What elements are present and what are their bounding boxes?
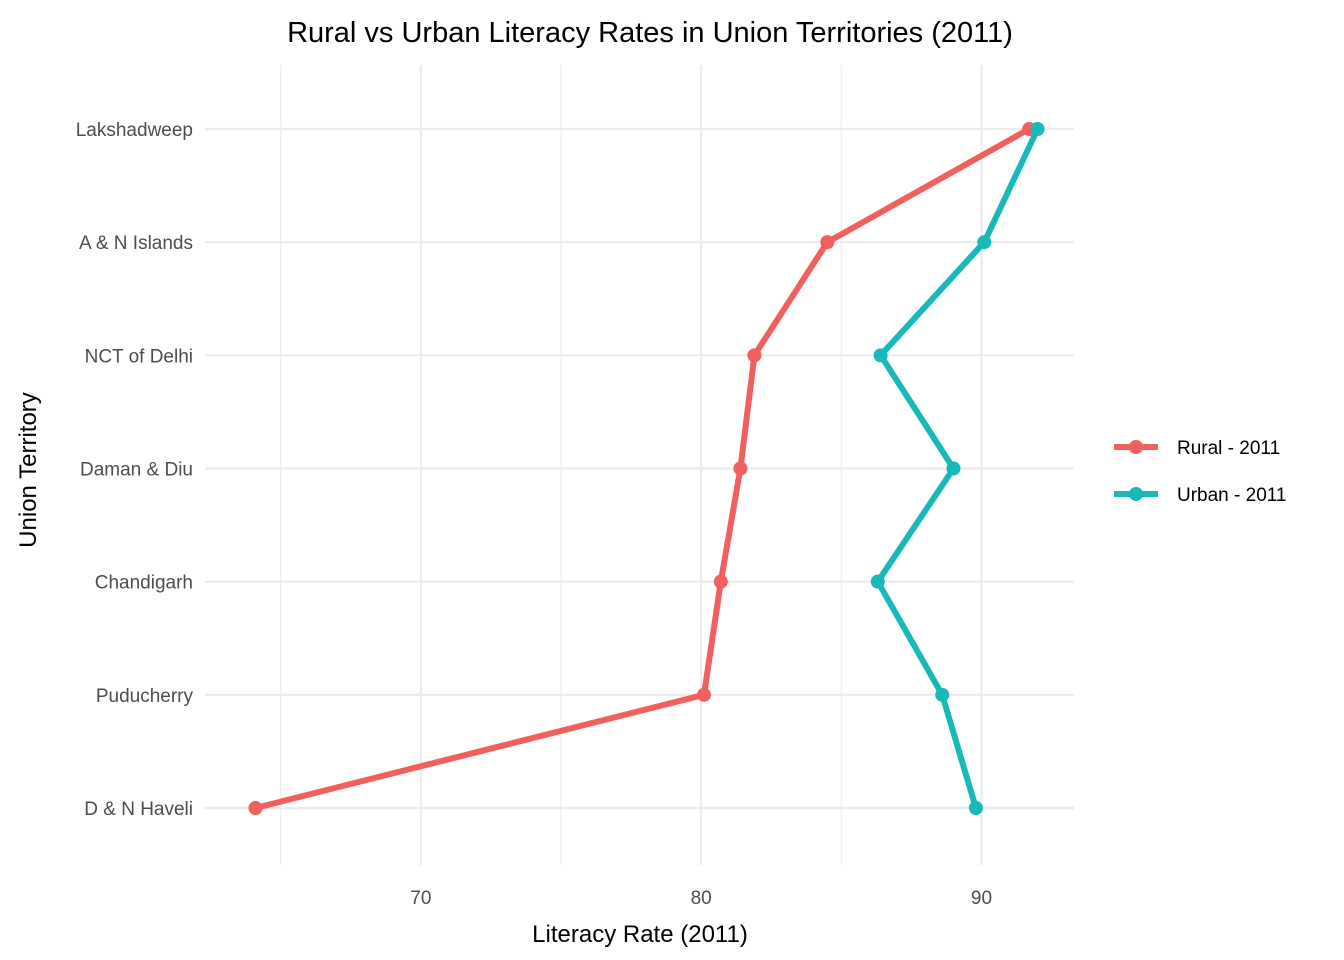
data-point: [713, 574, 728, 589]
y-tick-label: A & N Islands: [79, 233, 193, 254]
x-tick-label: 70: [410, 888, 431, 909]
series-rural: [248, 122, 1037, 815]
data-point: [747, 348, 762, 363]
x-tick-label: 90: [971, 888, 992, 909]
y-tick-label: Daman & Diu: [80, 460, 193, 481]
data-point: [968, 801, 983, 815]
y-tick-label: NCT of Delhi: [85, 346, 193, 367]
x-axis-ticks: 70 80 90: [410, 888, 992, 909]
series-layer: [248, 122, 1045, 815]
data-point: [820, 235, 835, 250]
y-tick-label: D & N Haveli: [84, 799, 193, 820]
y-axis-title: Union Territory: [15, 392, 42, 548]
legend: Rural - 2011 Urban - 2011: [1114, 438, 1287, 506]
data-point: [977, 235, 992, 250]
legend-key-point: [1129, 440, 1143, 454]
data-point: [733, 461, 748, 476]
data-point: [870, 574, 885, 589]
series-urban: [870, 122, 1045, 815]
y-axis-ticks: D & N Haveli Puducherry Chandigarh Daman & …: [76, 120, 194, 820]
legend-label: Urban - 2011: [1177, 485, 1287, 506]
data-point: [946, 461, 961, 476]
x-axis-title: Literacy Rate (2011): [532, 921, 748, 948]
chart-title: Rural vs Urban Literacy Rates in Union T…: [287, 17, 1013, 49]
x-tick-label: 80: [691, 888, 712, 909]
data-point: [935, 687, 950, 702]
data-point: [1030, 122, 1045, 136]
legend-item: Rural - 2011: [1114, 438, 1280, 459]
data-point: [248, 801, 263, 815]
plot-grid: [205, 65, 1074, 865]
y-tick-label: Puducherry: [96, 686, 194, 707]
y-tick-label: Chandigarh: [95, 573, 193, 594]
y-tick-label: Lakshadweep: [76, 120, 193, 141]
legend-label: Rural - 2011: [1177, 438, 1280, 459]
legend-key-point: [1129, 487, 1143, 501]
data-point: [873, 348, 888, 363]
data-point: [696, 687, 711, 702]
legend-item: Urban - 2011: [1114, 485, 1287, 506]
